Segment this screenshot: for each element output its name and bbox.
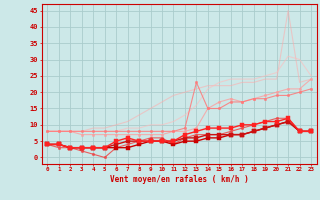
X-axis label: Vent moyen/en rafales ( km/h ): Vent moyen/en rafales ( km/h ): [110, 175, 249, 184]
